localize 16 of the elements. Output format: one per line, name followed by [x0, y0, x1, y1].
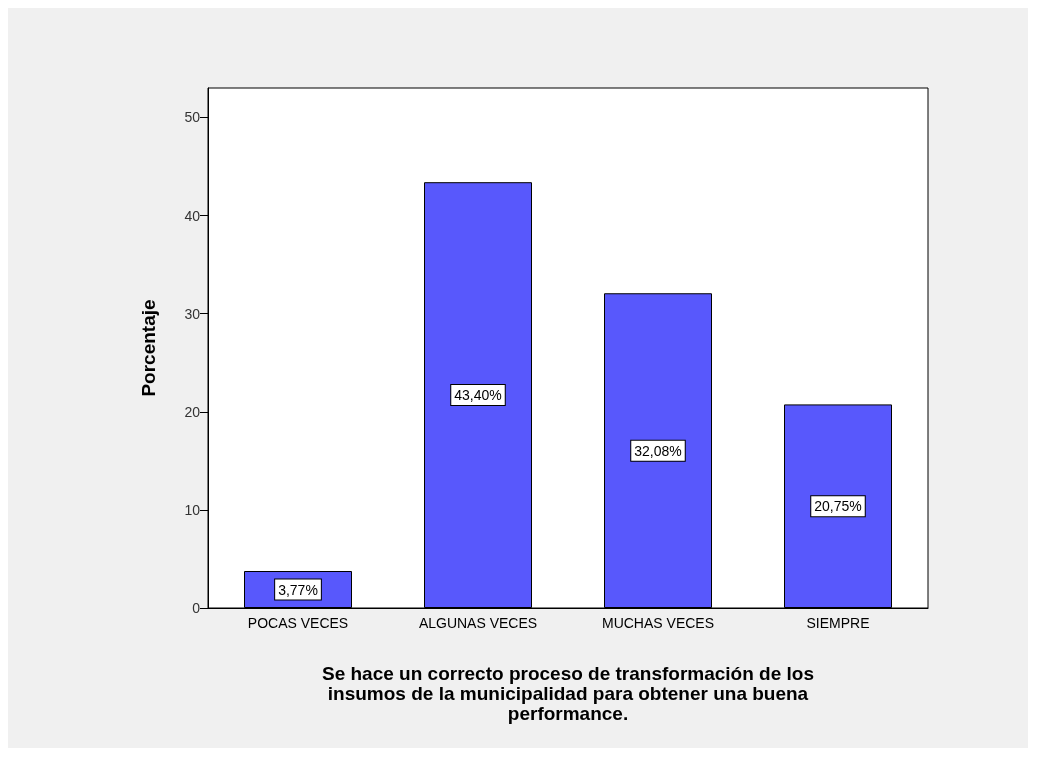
- data-label: 43,40%: [454, 387, 502, 404]
- data-label: 20,75%: [814, 498, 862, 515]
- x-tick-label: ALGUNAS VECES: [418, 615, 538, 631]
- y-tick-label: 40: [184, 207, 201, 224]
- y-tick-label: 50: [184, 109, 201, 126]
- y-tick-label: 30: [184, 305, 201, 322]
- x-tick-label: SIEMPRE: [806, 615, 870, 631]
- x-tick-label: MUCHAS VECES: [601, 615, 715, 631]
- y-tick-label: 0: [192, 600, 201, 616]
- x-tick-label: POCAS VECES: [247, 615, 349, 631]
- data-label: 32,08%: [634, 442, 682, 459]
- x-axis-title: Se hace un correcto proceso de transformación de los insumos de la municipalidad para obtener una buena performance.: [321, 662, 815, 724]
- data-label: 3,77%: [278, 581, 318, 598]
- y-tick-label: 10: [184, 501, 201, 518]
- y-axis-title: Porcentaje: [138, 299, 159, 397]
- y-tick-label: 20: [184, 403, 201, 420]
